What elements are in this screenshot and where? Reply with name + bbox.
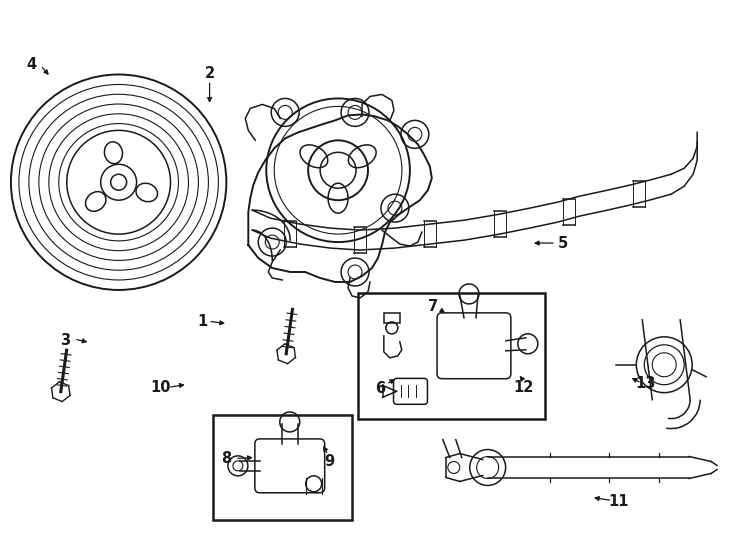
Text: 1: 1 [197, 314, 208, 329]
Text: 13: 13 [635, 376, 655, 390]
Bar [384, 313, 400, 323]
Text: 8: 8 [222, 451, 231, 466]
Bar [214, 415, 352, 521]
Bar [358, 293, 545, 419]
Text: 2: 2 [205, 66, 214, 81]
Text: 4: 4 [26, 57, 37, 72]
Text: 5: 5 [558, 235, 568, 251]
Text: 3: 3 [60, 333, 70, 348]
Text: 7: 7 [428, 299, 438, 314]
Text: 12: 12 [514, 380, 534, 395]
Text: 11: 11 [608, 494, 628, 509]
Text: 6: 6 [375, 381, 385, 396]
Text: 10: 10 [150, 380, 171, 395]
Text: 9: 9 [324, 454, 334, 469]
